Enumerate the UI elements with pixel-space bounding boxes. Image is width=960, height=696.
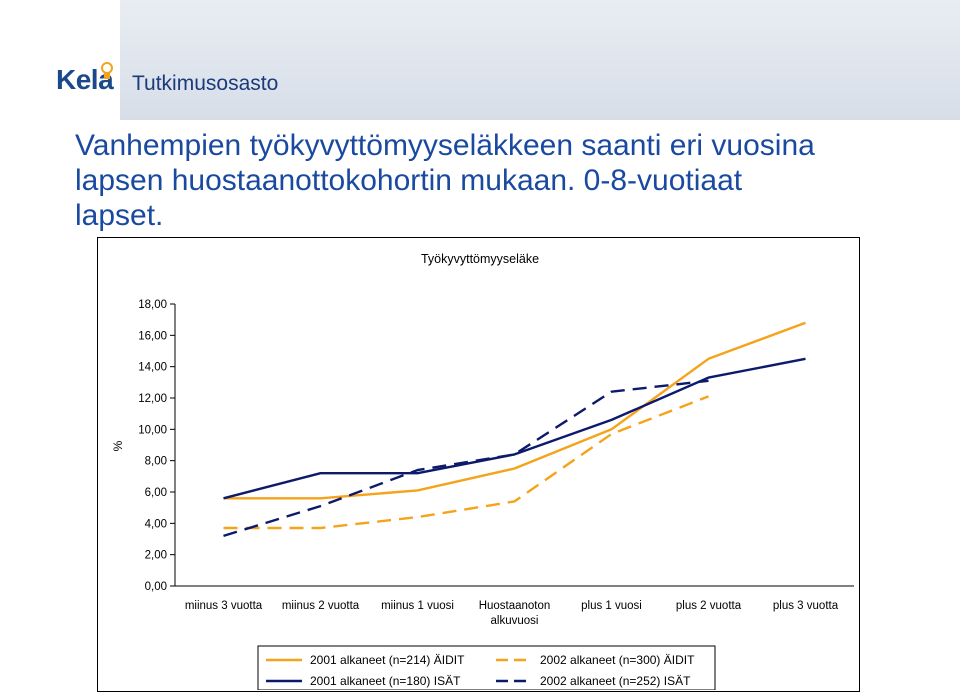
x-tick-label: Huostaanoton alkuvuosi <box>479 600 551 627</box>
y-tick-label: 0,00 <box>145 581 167 593</box>
y-tick-label: 18,00 <box>138 299 167 311</box>
slide-title: Vanhempien työkyvyttömyyseläkkeen saanti… <box>75 128 895 233</box>
legend-label: 2002 alkaneet (n=300) ÄIDIT <box>540 653 695 667</box>
slide-title-line: Vanhempien työkyvyttömyyseläkkeen saanti… <box>75 129 815 162</box>
header-bar <box>0 0 960 120</box>
series-line <box>223 357 806 500</box>
legend-box <box>257 645 716 691</box>
y-tick-label: 14,00 <box>138 362 167 374</box>
logo-area: Kela <box>0 0 120 120</box>
slide-title-line: lapset. <box>75 199 164 232</box>
x-tick-label: plus 2 vuotta <box>676 600 742 612</box>
chart-title: Työkyvyttömyyseläke <box>421 252 539 266</box>
legend-label: 2001 alkaneet (n=214) ÄIDIT <box>310 653 465 667</box>
y-tick-label: 12,00 <box>138 393 167 405</box>
kela-logo-mark-icon <box>101 62 113 79</box>
y-tick-label: 10,00 <box>138 424 167 436</box>
chart-frame: Työkyvyttömyyseläke % 0,00 2,00 4,00 6,00 8,… <box>97 237 860 692</box>
x-tick-label: miinus 3 vuotta <box>185 600 263 612</box>
legend-label: 2002 alkaneet (n=252) ISÄT <box>540 674 691 688</box>
y-tick-label: 4,00 <box>145 518 167 530</box>
series-line <box>223 321 806 500</box>
kela-logo: Kela <box>56 64 114 95</box>
line-chart: Työkyvyttömyyseläke % 0,00 2,00 4,00 6,00 8,… <box>111 252 854 691</box>
series-line <box>223 395 709 530</box>
x-tick-label: plus 1 vuosi <box>581 600 642 612</box>
department-label: Tutkimusosasto <box>132 72 279 95</box>
x-tick-label: plus 3 vuotta <box>773 600 839 612</box>
y-tick-label: 16,00 <box>138 330 167 342</box>
y-axis-label: % <box>111 440 125 451</box>
series-line <box>223 379 709 538</box>
slide-title-line: lapsen huostaanottokohortin mukaan. 0-8-… <box>75 164 743 197</box>
x-tick-label: miinus 2 vuotta <box>282 600 360 612</box>
legend-label: 2001 alkaneet (n=180) ISÄT <box>310 674 461 688</box>
y-tick-label: 2,00 <box>145 550 167 562</box>
x-tick-label: miinus 1 vuosi <box>381 600 454 612</box>
y-tick-label: 6,00 <box>145 487 167 499</box>
y-tick-label: 8,00 <box>145 456 167 468</box>
